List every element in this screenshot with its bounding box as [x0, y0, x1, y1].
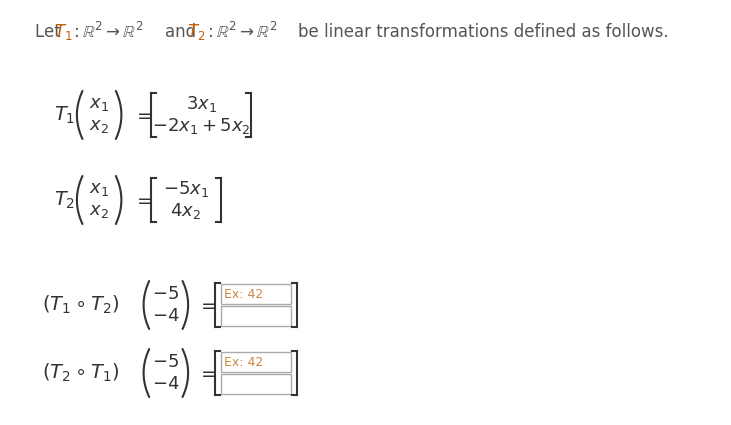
Text: $x_2$: $x_2$	[89, 117, 109, 135]
Text: $T_2$: $T_2$	[54, 190, 75, 211]
Text: $: \mathbb{R}^2 \to \mathbb{R}^2$: $: \mathbb{R}^2 \to \mathbb{R}^2$	[70, 22, 144, 42]
Text: Let: Let	[35, 23, 67, 41]
FancyBboxPatch shape	[221, 306, 291, 326]
Text: $=$: $=$	[197, 296, 218, 314]
Text: $-4$: $-4$	[152, 307, 180, 325]
Text: Ex: 42: Ex: 42	[224, 355, 263, 368]
Text: $T_1$: $T_1$	[54, 105, 75, 126]
Text: and: and	[165, 23, 201, 41]
Text: $-5$: $-5$	[152, 353, 179, 371]
Text: $=$: $=$	[134, 191, 154, 209]
FancyBboxPatch shape	[221, 374, 291, 394]
Text: $(T_1 \circ T_2)$: $(T_1 \circ T_2)$	[42, 294, 119, 316]
FancyBboxPatch shape	[221, 284, 291, 304]
Text: $4x_2$: $4x_2$	[170, 201, 201, 221]
Text: $=$: $=$	[134, 106, 154, 124]
Text: Ex: 42: Ex: 42	[224, 287, 263, 300]
Text: $-5$: $-5$	[152, 285, 179, 303]
Text: $-2x_1 + 5x_2$: $-2x_1 + 5x_2$	[152, 116, 251, 136]
Text: $: \mathbb{R}^2 \to \mathbb{R}^2$: $: \mathbb{R}^2 \to \mathbb{R}^2$	[204, 22, 277, 42]
Text: $3x_1$: $3x_1$	[186, 94, 216, 114]
Text: $x_1$: $x_1$	[89, 180, 109, 198]
Text: $=$: $=$	[197, 364, 218, 382]
Text: $T_2$: $T_2$	[187, 22, 205, 42]
Text: $T_1$: $T_1$	[54, 22, 72, 42]
Text: be linear transformations defined as follows.: be linear transformations defined as fol…	[298, 23, 669, 41]
FancyBboxPatch shape	[221, 352, 291, 372]
Text: $-5x_1$: $-5x_1$	[163, 179, 209, 199]
Text: $x_1$: $x_1$	[89, 95, 109, 113]
Text: $(T_2 \circ T_1)$: $(T_2 \circ T_1)$	[42, 362, 119, 384]
Text: $-4$: $-4$	[152, 375, 180, 393]
Text: $x_2$: $x_2$	[89, 202, 109, 220]
